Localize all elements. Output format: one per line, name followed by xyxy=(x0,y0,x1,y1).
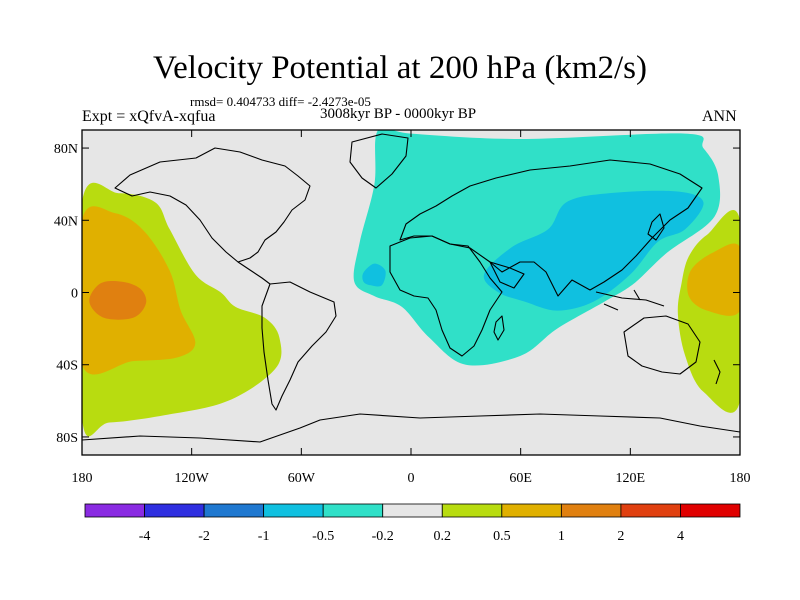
contour-region-5 xyxy=(687,243,740,316)
x-tick-label-3: 60W xyxy=(288,471,316,486)
coastline-antarctica xyxy=(82,413,740,443)
coastlines xyxy=(82,133,740,443)
y-tick-label-5: 80S xyxy=(56,431,78,446)
contour-region-3 xyxy=(89,280,147,320)
coastline-south-america xyxy=(261,281,337,411)
coastline-north-america xyxy=(114,147,311,263)
coastline-central-america xyxy=(237,261,271,285)
chart-title: Velocity Potential at 200 hPa (km2/s) xyxy=(152,50,648,86)
colorbar-swatch-8 xyxy=(501,503,562,518)
colorbar-swatch-7 xyxy=(441,503,503,518)
contour-regions xyxy=(82,130,740,437)
x-tick-label-5: 60E xyxy=(509,471,532,486)
y-tick-label-3: 0 xyxy=(71,287,78,302)
colorbar-label-6: 0.2 xyxy=(434,529,452,544)
coastline-madagascar xyxy=(493,315,505,341)
experiment-label: Expt = xQfvA-xqfua xyxy=(82,108,216,125)
season-label: ANN xyxy=(702,108,737,125)
rmsd-annotation: rmsd= 0.404733 diff= -2.4273e-05 xyxy=(190,94,371,109)
y-tick-label-2: 40N xyxy=(54,214,78,229)
x-tick-label-4: 0 xyxy=(408,471,415,486)
coastline-japan xyxy=(647,213,665,241)
colorbar-swatch-4 xyxy=(263,503,324,518)
colorbar-label-2: -2 xyxy=(198,529,210,544)
axis-ticks: 180 120W 60W 0 60E 120E 180 80N 40N 0 40S 80S xyxy=(54,130,751,486)
colorbar-label-9: 2 xyxy=(617,529,624,544)
coastline-eurasia xyxy=(399,159,703,297)
colorbar-label-3: -1 xyxy=(258,529,270,544)
colorbar-label-4: -0.5 xyxy=(312,529,334,544)
colorbar: -4 -2 -1 -0.5 -0.2 0.2 0.5 1 2 4 xyxy=(84,503,741,544)
colorbar-swatch-11 xyxy=(680,503,741,518)
y-tick-label-1: 80N xyxy=(54,142,78,157)
coastline-greenland xyxy=(349,133,409,189)
contour-region-8 xyxy=(362,263,386,287)
colorbar-swatch-10 xyxy=(620,503,681,518)
colorbar-swatch-9 xyxy=(560,503,622,518)
colorbar-swatch-5 xyxy=(322,503,384,518)
coastline-arabia xyxy=(489,261,525,289)
colorbar-label-1: -4 xyxy=(139,529,151,544)
x-tick-label-1: 180 xyxy=(72,471,93,486)
coastline-new-zealand xyxy=(713,359,721,385)
x-tick-label-6: 120E xyxy=(616,471,646,486)
x-tick-label-7: 180 xyxy=(730,471,751,486)
colorbar-label-5: -0.2 xyxy=(372,529,394,544)
colorbar-label-7: 0.5 xyxy=(493,529,511,544)
colorbar-label-10: 4 xyxy=(677,529,684,544)
contour-region-7 xyxy=(483,190,704,311)
period-label: 3008kyr BP - 0000kyr BP xyxy=(320,106,477,122)
colorbar-swatch-3 xyxy=(203,503,265,518)
y-tick-label-4: 40S xyxy=(56,359,78,374)
colorbar-swatch-6 xyxy=(382,503,443,518)
coastline-southeast-asia-islands xyxy=(595,289,665,311)
colorbar-swatch-1 xyxy=(84,503,145,518)
colorbar-label-8: 1 xyxy=(558,529,565,544)
x-tick-label-2: 120W xyxy=(175,471,210,486)
coastline-australia xyxy=(623,315,701,375)
colorbar-swatch-2 xyxy=(144,503,205,518)
